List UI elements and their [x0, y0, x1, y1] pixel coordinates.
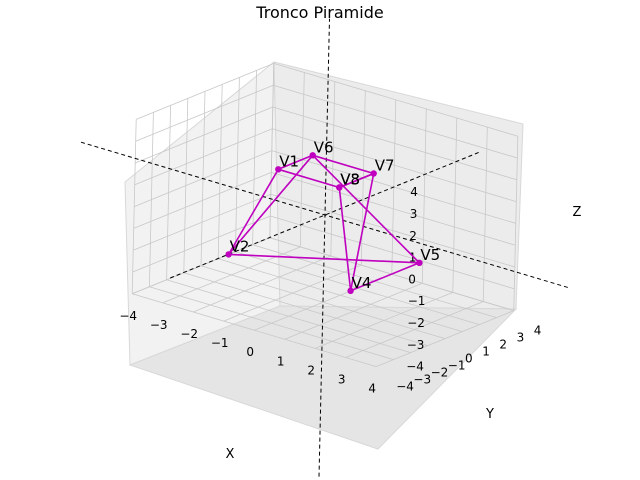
grid-left-y — [217, 84, 223, 259]
grid-left-y — [269, 63, 275, 238]
vertex-label: V2 — [230, 237, 250, 255]
frustum-vertices: V1 V2 V3 V4 V5 V6 V7 V8 — [225, 138, 440, 294]
grid-floor-y — [218, 258, 463, 332]
grid-back-z — [272, 128, 517, 202]
y-tick-label: 0 — [465, 352, 473, 366]
frustum-edge — [227, 154, 314, 255]
vertex-label: V3 — [340, 171, 360, 189]
axis-lines — [80, 18, 570, 477]
x-tick-label: −4 — [119, 309, 137, 323]
grid-left-z — [136, 63, 274, 120]
y-tick-label: 2 — [499, 338, 507, 352]
z-tick-label: 2 — [409, 229, 417, 243]
x-tick-label: 1 — [277, 354, 285, 368]
grid-left-y — [252, 70, 257, 245]
grid-back-x — [513, 136, 519, 311]
z-tick-label: 3 — [410, 207, 418, 221]
y-tick-label: −4 — [396, 380, 414, 394]
z-tick-label: 1 — [409, 251, 417, 265]
vertex-point — [309, 152, 316, 159]
y-tick-label: 3 — [517, 331, 525, 345]
grid-floor-x — [376, 310, 514, 367]
x-tick-label: −1 — [211, 336, 229, 350]
grid-left-z — [135, 106, 273, 164]
frustum-edge — [312, 154, 374, 175]
y-tick-label: 4 — [534, 324, 542, 338]
frustum-edge — [278, 168, 340, 189]
grid-left-y — [235, 77, 240, 252]
vertex-point — [370, 170, 377, 177]
vertex-point — [416, 259, 423, 266]
y-axis-label: Y — [485, 407, 494, 422]
frustum-edges — [227, 154, 420, 292]
frustum-edge — [338, 172, 375, 189]
x-axis-label: X — [226, 447, 235, 462]
grid-back-x — [482, 127, 488, 302]
x-tick-label: 0 — [246, 345, 254, 359]
grid-floor-x — [315, 292, 453, 349]
y-tick-label: −1 — [448, 359, 466, 373]
y-tick-label: −3 — [413, 373, 431, 387]
frustum-edge — [349, 173, 375, 291]
floor-pane — [128, 305, 518, 450]
vertex-label: V1 — [279, 152, 299, 170]
grid-back-z — [273, 84, 518, 159]
chart-title: Tronco Piramide — [255, 3, 383, 22]
x-tick-label: −2 — [180, 327, 198, 341]
frustum-edge — [350, 262, 420, 292]
grid-back-x — [452, 117, 458, 293]
frustum-edge — [227, 168, 279, 255]
vertex-label: V5 — [420, 246, 440, 264]
grid-left-z — [135, 84, 274, 142]
vertex-label: V8 — [340, 171, 360, 189]
grid-floor-x — [284, 282, 423, 340]
z-tick-label: −3 — [407, 338, 425, 352]
frustum-edge — [277, 154, 314, 171]
grid-back-z — [272, 106, 517, 181]
z-axis-dashed-line — [318, 18, 330, 477]
vertex-label: V6 — [314, 138, 334, 156]
y-tick-label: −2 — [431, 366, 449, 380]
grid-back-z — [273, 63, 518, 137]
vertex-label: V7 — [375, 157, 395, 175]
z-tick-label: −2 — [407, 316, 425, 330]
vertex-point — [347, 287, 354, 294]
vertex-label: V4 — [352, 274, 372, 292]
vertex-point — [225, 251, 232, 258]
z-tick-label: 4 — [410, 185, 418, 199]
x-tick-label: 4 — [368, 382, 376, 396]
vertex-point — [275, 166, 282, 173]
x-tick-label: 3 — [338, 373, 346, 387]
grid-left-z — [134, 128, 273, 186]
grid-back-x — [421, 108, 427, 284]
z-tick-label: −1 — [408, 294, 426, 308]
frustum-edge — [338, 187, 352, 291]
z-tick-label: 0 — [408, 272, 416, 286]
z-axis-label: Z — [573, 205, 582, 220]
x-tick-label: −3 — [150, 318, 168, 332]
y-tick-label: 1 — [482, 345, 490, 359]
z-tick-label: −4 — [406, 360, 424, 374]
grid-floor-x — [345, 301, 484, 358]
frustum-edge — [228, 253, 420, 264]
vertex-point — [336, 184, 343, 191]
x-tick-label: 2 — [307, 363, 315, 377]
grid-floor-y — [200, 265, 446, 339]
